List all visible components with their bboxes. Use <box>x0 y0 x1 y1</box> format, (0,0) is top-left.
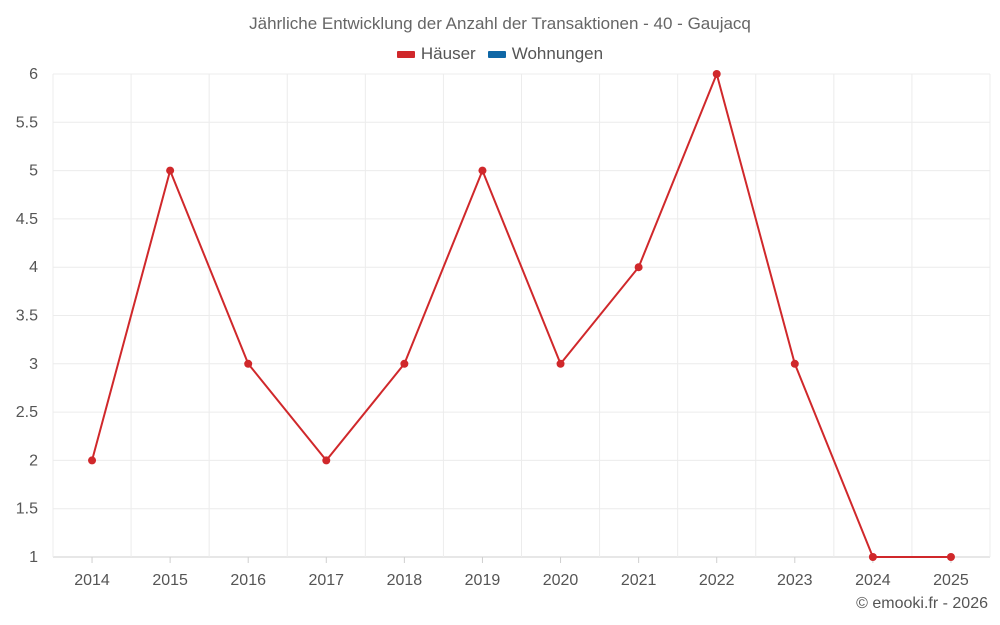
legend-item-wohnungen[interactable]: Wohnungen <box>487 44 604 64</box>
data-point <box>400 359 409 368</box>
data-point <box>556 359 565 368</box>
y-tick-label: 6 <box>29 66 38 83</box>
legend-label-haeuser: Häuser <box>420 44 476 63</box>
chart-legend: Häuser Wohnungen <box>0 44 1000 64</box>
x-tick-label: 2017 <box>308 572 344 589</box>
x-tick-label: 2014 <box>74 572 110 589</box>
legend-label-wohnungen: Wohnungen <box>511 44 604 63</box>
y-tick-label: 4.5 <box>16 211 38 228</box>
chart-title: Jährliche Entwicklung der Anzahl der Tra… <box>249 14 751 33</box>
data-point <box>790 359 799 368</box>
y-tick-label: 1.5 <box>16 501 38 518</box>
y-tick-label: 3.5 <box>16 308 38 325</box>
y-tick-label: 2 <box>29 452 38 469</box>
data-point <box>478 166 487 175</box>
data-point <box>322 456 331 465</box>
credit-text: © emooki.fr - 2026 <box>856 595 988 612</box>
y-tick-label: 4 <box>29 259 38 276</box>
data-point <box>712 70 721 78</box>
y-tick-label: 1 <box>29 549 38 566</box>
x-tick-label: 2019 <box>465 572 501 589</box>
x-tick-label: 2023 <box>777 572 813 589</box>
x-tick-label: 2024 <box>855 572 891 589</box>
legend-swatch-haeuser <box>396 50 415 58</box>
data-point <box>634 263 643 272</box>
y-tick-label: 5 <box>29 163 38 180</box>
x-tick-label: 2020 <box>543 572 579 589</box>
data-point <box>946 553 955 561</box>
x-tick-label: 2021 <box>621 572 657 589</box>
x-tick-label: 2015 <box>152 572 188 589</box>
data-point <box>166 166 175 175</box>
x-tick-label: 2018 <box>387 572 423 589</box>
y-tick-label: 5.5 <box>16 114 38 131</box>
data-point <box>88 456 97 465</box>
data-point <box>868 553 877 561</box>
y-tick-label: 2.5 <box>16 404 38 421</box>
x-tick-label: 2022 <box>699 572 735 589</box>
legend-swatch-wohnungen <box>487 50 506 58</box>
x-tick-label: 2025 <box>933 572 969 589</box>
data-point <box>244 359 253 368</box>
y-tick-label: 3 <box>29 356 38 373</box>
series-line <box>91 73 951 558</box>
x-tick-label: 2016 <box>230 572 266 589</box>
legend-item-haeuser[interactable]: Häuser <box>396 44 476 64</box>
